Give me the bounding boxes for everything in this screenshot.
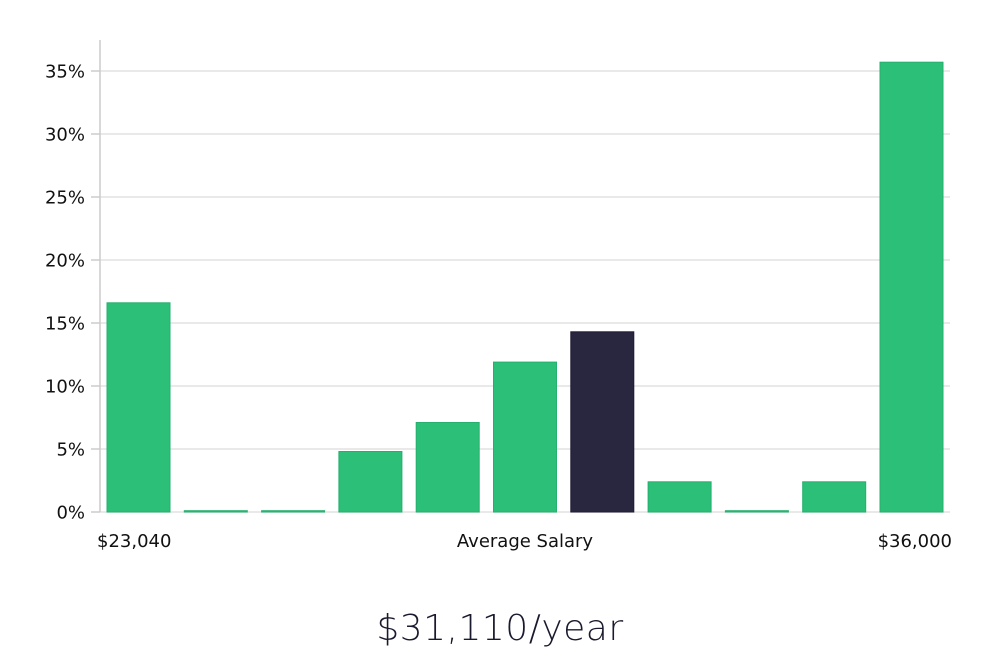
x-max-label: $36,000 (878, 531, 952, 552)
y-tick-label-10: 10% (45, 377, 85, 398)
bar-highlighted-average (570, 331, 635, 513)
y-tick-label-15: 15% (45, 314, 85, 335)
y-tick-label-5: 5% (56, 440, 85, 461)
x-axis-title: Average Salary (457, 531, 594, 552)
y-axis-ticks: 0% 5% 10% 15% 20% 25% 30% 35% (45, 62, 100, 524)
y-tick-label-30: 30% (45, 125, 85, 146)
bar-7 (647, 481, 712, 513)
bar-0 (106, 302, 171, 513)
y-tick-label-0: 0% (56, 503, 85, 524)
bar-2 (261, 510, 326, 513)
x-min-label: $23,040 (97, 531, 171, 552)
bar-1 (183, 510, 248, 513)
bars (106, 61, 944, 513)
bar-8 (724, 510, 789, 513)
bar-4 (415, 422, 480, 513)
y-tick-label-20: 20% (45, 251, 85, 272)
y-tick-label-25: 25% (45, 188, 85, 209)
bar-5 (493, 361, 557, 513)
bar-9 (802, 481, 867, 513)
bar-10 (879, 61, 944, 513)
salary-histogram: 0% 5% 10% 15% 20% 25% 30% 35% $23,040 Average S… (45, 40, 952, 552)
average-salary-headline: $31,110/year (376, 608, 624, 649)
y-tick-label-35: 35% (45, 62, 85, 83)
bar-3 (338, 451, 403, 513)
